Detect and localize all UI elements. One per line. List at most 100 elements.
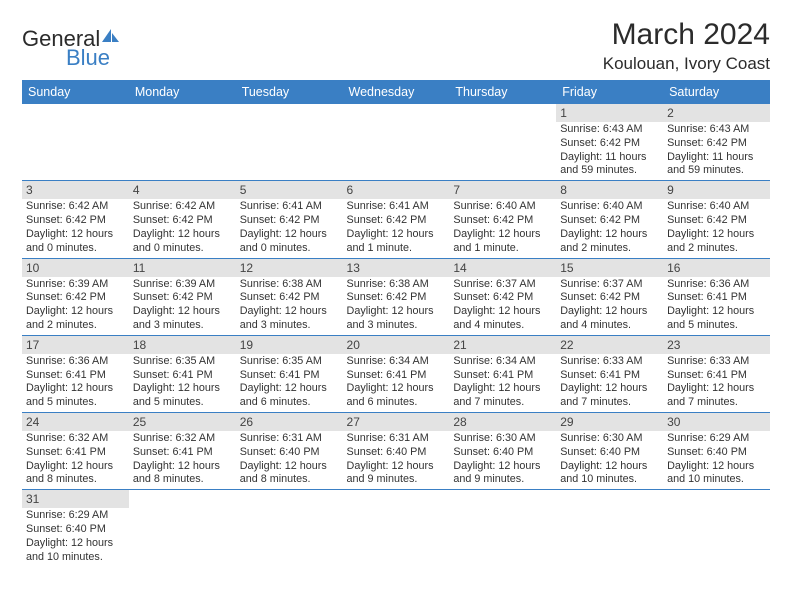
day-header: Wednesday xyxy=(343,80,450,104)
day-details: Sunrise: 6:38 AMSunset: 6:42 PMDaylight:… xyxy=(236,277,343,335)
calendar-cell: 23Sunrise: 6:33 AMSunset: 6:41 PMDayligh… xyxy=(663,335,770,412)
day-number: 1 xyxy=(556,104,663,122)
calendar-cell: 3Sunrise: 6:42 AMSunset: 6:42 PMDaylight… xyxy=(22,181,129,258)
logo-text-2: Blue xyxy=(66,47,121,69)
day-number: 20 xyxy=(343,336,450,354)
day-details: Sunrise: 6:40 AMSunset: 6:42 PMDaylight:… xyxy=(449,199,556,257)
day-header: Sunday xyxy=(22,80,129,104)
calendar-cell: 25Sunrise: 6:32 AMSunset: 6:41 PMDayligh… xyxy=(129,413,236,490)
location-label: Koulouan, Ivory Coast xyxy=(603,54,770,74)
day-number: 9 xyxy=(663,181,770,199)
day-number: 18 xyxy=(129,336,236,354)
calendar-cell xyxy=(236,490,343,567)
day-number xyxy=(663,490,770,508)
calendar-cell: 29Sunrise: 6:30 AMSunset: 6:40 PMDayligh… xyxy=(556,413,663,490)
day-details: Sunrise: 6:39 AMSunset: 6:42 PMDaylight:… xyxy=(129,277,236,335)
day-number: 31 xyxy=(22,490,129,508)
calendar-cell xyxy=(129,104,236,181)
day-number: 17 xyxy=(22,336,129,354)
day-details: Sunrise: 6:32 AMSunset: 6:41 PMDaylight:… xyxy=(129,431,236,489)
calendar-cell: 9Sunrise: 6:40 AMSunset: 6:42 PMDaylight… xyxy=(663,181,770,258)
calendar-cell: 13Sunrise: 6:38 AMSunset: 6:42 PMDayligh… xyxy=(343,258,450,335)
day-details: Sunrise: 6:35 AMSunset: 6:41 PMDaylight:… xyxy=(129,354,236,412)
day-number: 28 xyxy=(449,413,556,431)
day-number: 2 xyxy=(663,104,770,122)
day-number: 13 xyxy=(343,259,450,277)
day-number: 5 xyxy=(236,181,343,199)
calendar-cell xyxy=(663,490,770,567)
logo: GeneralBlue xyxy=(22,18,121,69)
day-number: 21 xyxy=(449,336,556,354)
day-details: Sunrise: 6:33 AMSunset: 6:41 PMDaylight:… xyxy=(556,354,663,412)
calendar-cell: 20Sunrise: 6:34 AMSunset: 6:41 PMDayligh… xyxy=(343,335,450,412)
calendar-head: SundayMondayTuesdayWednesdayThursdayFrid… xyxy=(22,80,770,104)
calendar-cell: 16Sunrise: 6:36 AMSunset: 6:41 PMDayligh… xyxy=(663,258,770,335)
day-details: Sunrise: 6:41 AMSunset: 6:42 PMDaylight:… xyxy=(343,199,450,257)
day-details: Sunrise: 6:29 AMSunset: 6:40 PMDaylight:… xyxy=(22,508,129,566)
calendar-cell: 11Sunrise: 6:39 AMSunset: 6:42 PMDayligh… xyxy=(129,258,236,335)
day-details: Sunrise: 6:36 AMSunset: 6:41 PMDaylight:… xyxy=(663,277,770,335)
day-number xyxy=(343,490,450,508)
day-header: Friday xyxy=(556,80,663,104)
day-details: Sunrise: 6:31 AMSunset: 6:40 PMDaylight:… xyxy=(236,431,343,489)
calendar-cell xyxy=(556,490,663,567)
calendar-cell: 10Sunrise: 6:39 AMSunset: 6:42 PMDayligh… xyxy=(22,258,129,335)
calendar-cell: 30Sunrise: 6:29 AMSunset: 6:40 PMDayligh… xyxy=(663,413,770,490)
day-number: 6 xyxy=(343,181,450,199)
calendar-cell: 31Sunrise: 6:29 AMSunset: 6:40 PMDayligh… xyxy=(22,490,129,567)
day-header: Monday xyxy=(129,80,236,104)
day-header: Saturday xyxy=(663,80,770,104)
calendar-cell: 12Sunrise: 6:38 AMSunset: 6:42 PMDayligh… xyxy=(236,258,343,335)
day-details: Sunrise: 6:42 AMSunset: 6:42 PMDaylight:… xyxy=(129,199,236,257)
calendar-cell: 28Sunrise: 6:30 AMSunset: 6:40 PMDayligh… xyxy=(449,413,556,490)
day-number: 16 xyxy=(663,259,770,277)
day-number: 30 xyxy=(663,413,770,431)
calendar-cell: 18Sunrise: 6:35 AMSunset: 6:41 PMDayligh… xyxy=(129,335,236,412)
calendar-cell: 22Sunrise: 6:33 AMSunset: 6:41 PMDayligh… xyxy=(556,335,663,412)
calendar-cell xyxy=(343,490,450,567)
day-number xyxy=(236,490,343,508)
day-details: Sunrise: 6:41 AMSunset: 6:42 PMDaylight:… xyxy=(236,199,343,257)
day-number: 10 xyxy=(22,259,129,277)
calendar-cell: 7Sunrise: 6:40 AMSunset: 6:42 PMDaylight… xyxy=(449,181,556,258)
day-number xyxy=(449,490,556,508)
day-details: Sunrise: 6:40 AMSunset: 6:42 PMDaylight:… xyxy=(663,199,770,257)
calendar-cell: 24Sunrise: 6:32 AMSunset: 6:41 PMDayligh… xyxy=(22,413,129,490)
calendar-cell: 21Sunrise: 6:34 AMSunset: 6:41 PMDayligh… xyxy=(449,335,556,412)
day-details: Sunrise: 6:43 AMSunset: 6:42 PMDaylight:… xyxy=(663,122,770,180)
calendar-cell xyxy=(22,104,129,181)
calendar-cell: 5Sunrise: 6:41 AMSunset: 6:42 PMDaylight… xyxy=(236,181,343,258)
day-details: Sunrise: 6:30 AMSunset: 6:40 PMDaylight:… xyxy=(449,431,556,489)
day-number: 25 xyxy=(129,413,236,431)
calendar-cell: 2Sunrise: 6:43 AMSunset: 6:42 PMDaylight… xyxy=(663,104,770,181)
day-number xyxy=(449,104,556,122)
day-number: 19 xyxy=(236,336,343,354)
calendar-row: 10Sunrise: 6:39 AMSunset: 6:42 PMDayligh… xyxy=(22,258,770,335)
calendar-row: 3Sunrise: 6:42 AMSunset: 6:42 PMDaylight… xyxy=(22,181,770,258)
calendar-row: 24Sunrise: 6:32 AMSunset: 6:41 PMDayligh… xyxy=(22,413,770,490)
day-details: Sunrise: 6:42 AMSunset: 6:42 PMDaylight:… xyxy=(22,199,129,257)
day-number: 8 xyxy=(556,181,663,199)
month-title: March 2024 xyxy=(603,18,770,52)
day-details: Sunrise: 6:30 AMSunset: 6:40 PMDaylight:… xyxy=(556,431,663,489)
calendar-row: 31Sunrise: 6:29 AMSunset: 6:40 PMDayligh… xyxy=(22,490,770,567)
day-header: Thursday xyxy=(449,80,556,104)
calendar-cell: 27Sunrise: 6:31 AMSunset: 6:40 PMDayligh… xyxy=(343,413,450,490)
calendar-row: 17Sunrise: 6:36 AMSunset: 6:41 PMDayligh… xyxy=(22,335,770,412)
day-number: 11 xyxy=(129,259,236,277)
day-number: 24 xyxy=(22,413,129,431)
calendar-cell xyxy=(236,104,343,181)
calendar-table: SundayMondayTuesdayWednesdayThursdayFrid… xyxy=(22,80,770,567)
day-number xyxy=(236,104,343,122)
calendar-cell: 6Sunrise: 6:41 AMSunset: 6:42 PMDaylight… xyxy=(343,181,450,258)
calendar-cell: 8Sunrise: 6:40 AMSunset: 6:42 PMDaylight… xyxy=(556,181,663,258)
day-number: 22 xyxy=(556,336,663,354)
day-details: Sunrise: 6:33 AMSunset: 6:41 PMDaylight:… xyxy=(663,354,770,412)
day-details: Sunrise: 6:40 AMSunset: 6:42 PMDaylight:… xyxy=(556,199,663,257)
calendar-cell: 4Sunrise: 6:42 AMSunset: 6:42 PMDaylight… xyxy=(129,181,236,258)
calendar-row: 1Sunrise: 6:43 AMSunset: 6:42 PMDaylight… xyxy=(22,104,770,181)
day-details: Sunrise: 6:34 AMSunset: 6:41 PMDaylight:… xyxy=(449,354,556,412)
day-number: 26 xyxy=(236,413,343,431)
day-details: Sunrise: 6:34 AMSunset: 6:41 PMDaylight:… xyxy=(343,354,450,412)
day-number: 29 xyxy=(556,413,663,431)
